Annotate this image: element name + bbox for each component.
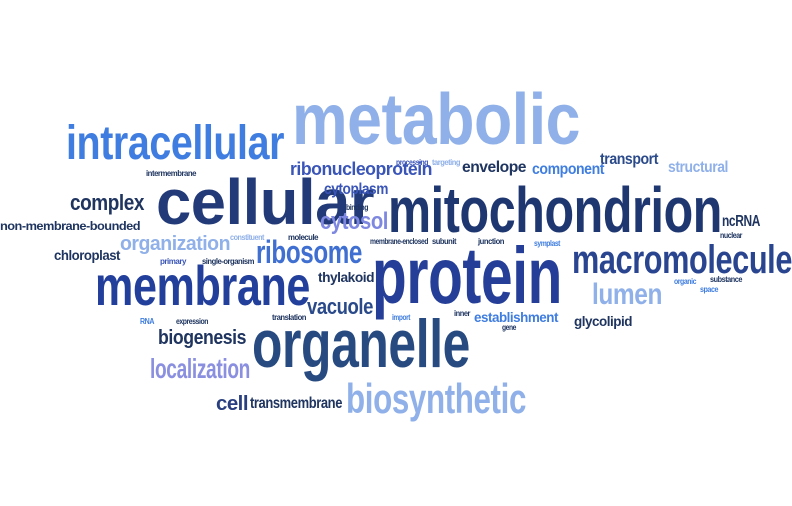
word-constituent: constituent xyxy=(230,233,264,242)
word-nuclear: nuclear xyxy=(720,231,742,240)
word-component: component xyxy=(532,161,604,178)
word-non-membrane-bounded: non-membrane-bounded xyxy=(0,219,141,233)
word-space: space xyxy=(700,285,718,294)
word-targeting: targeting xyxy=(432,158,460,167)
word-molecule: molecule xyxy=(288,233,318,242)
word-ncRNA: ncRNA xyxy=(722,213,760,230)
word-membrane: membrane xyxy=(95,254,310,317)
word-ribosome: ribosome xyxy=(256,234,362,270)
word-envelope: envelope xyxy=(462,159,526,176)
word-processing: processing xyxy=(396,158,428,167)
word-translation: translation xyxy=(272,313,306,322)
word-thylakoid: thylakoid xyxy=(318,269,374,285)
word-inner: inner xyxy=(454,309,470,318)
word-subunit: subunit xyxy=(432,237,456,246)
word-glycolipid: glycolipid xyxy=(574,313,632,329)
word-lumen: lumen xyxy=(592,278,662,311)
word-gene: gene xyxy=(502,323,516,332)
word-mitochondrion: mitochondrion xyxy=(388,174,722,246)
word-organelle: organelle xyxy=(252,306,470,382)
word-RNA: RNA xyxy=(140,317,154,326)
word-ribonucleoprotein: ribonucleoprotein xyxy=(290,159,432,179)
word-cytosol: cytosol xyxy=(320,208,388,235)
word-vacuole: vacuole xyxy=(307,294,373,319)
word-cellular: cellular xyxy=(156,166,374,238)
word-biosynthetic: biosynthetic xyxy=(346,375,526,422)
word-establishment: establishment xyxy=(474,309,558,325)
word-transmembrane: transmembrane xyxy=(250,395,342,412)
word-organic: organic xyxy=(674,277,696,286)
word-protein: protein xyxy=(372,231,562,320)
word-import: import xyxy=(392,313,410,322)
word-intermembrane: intermembrane xyxy=(146,169,196,178)
word-symplast: symplast xyxy=(534,239,560,248)
word-cytoplasm: cytoplasm xyxy=(324,181,388,198)
word-binding: binding xyxy=(346,203,368,212)
word-organization: organization xyxy=(120,233,230,255)
word-cell: cell xyxy=(216,393,249,415)
word-localization: localization xyxy=(150,353,250,384)
word-metabolic: metabolic xyxy=(292,80,580,160)
word-intracellular: intracellular xyxy=(66,117,284,170)
word-chloroplast: chloroplast xyxy=(54,247,120,263)
word-structural: structural xyxy=(668,159,728,176)
word-complex: complex xyxy=(70,190,144,215)
word-expression: expression xyxy=(176,317,208,326)
word-junction: junction xyxy=(478,237,504,246)
word-single-organism: single-organism xyxy=(202,257,254,266)
word-substance: substance xyxy=(710,275,742,284)
word-macromolecule: macromolecule xyxy=(572,238,792,282)
word-primary: primary xyxy=(160,257,187,266)
word-biogenesis: biogenesis xyxy=(158,327,246,349)
word-transport: transport xyxy=(600,151,658,168)
word-membrane-enclosed: membrane-enclosed xyxy=(370,237,428,246)
